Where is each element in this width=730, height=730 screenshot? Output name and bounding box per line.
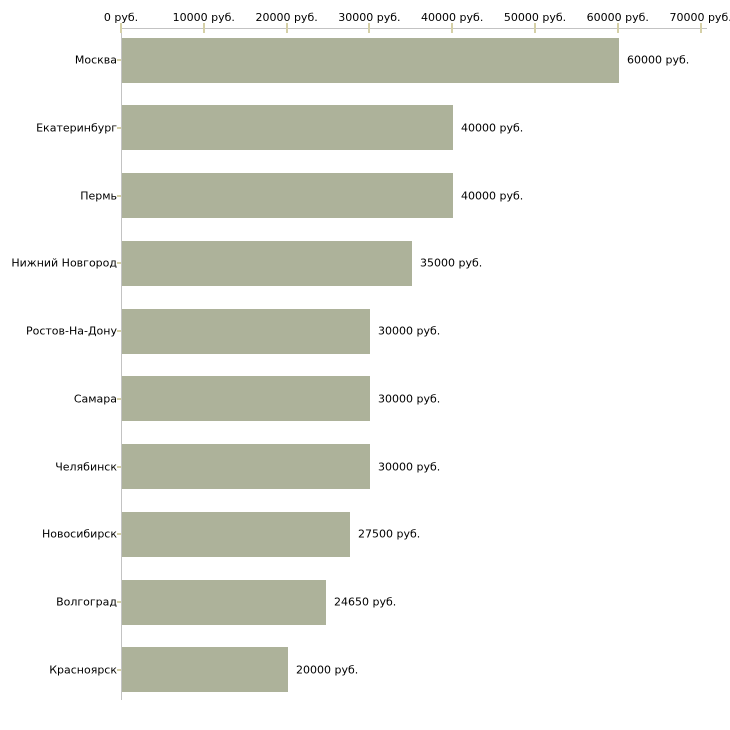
category-label: Нижний Новгород [11,256,117,270]
bar [122,105,453,150]
x-tick-label: 50000 руб. [503,11,567,24]
bar-value-label: 20000 руб. [296,663,359,677]
x-tick-label: 0 руб. [103,11,139,24]
bar [122,647,288,692]
category-label: Волгоград [56,595,117,609]
bar-value-label: 30000 руб. [378,324,441,338]
category-tick [117,194,121,197]
x-tick [120,23,122,33]
category-tick [117,533,121,536]
category-label: Пермь [80,189,117,202]
bar-value-label: 27500 руб. [358,527,421,541]
category-label: Москва [74,53,117,67]
category-tick [117,262,121,265]
category-tick [117,601,121,603]
x-tick [202,23,205,33]
category-tick [117,465,121,468]
bar-value-label: 30000 руб. [378,392,441,406]
category-label: Новосибирск [41,527,117,541]
bar-value-label: 35000 руб. [420,256,483,270]
x-tick-label: 70000 руб. [669,11,730,24]
x-tick-label: 20000 руб. [255,11,318,24]
category-tick [117,397,121,400]
x-tick-label: 30000 руб. [338,11,401,24]
bar-value-label: 30000 руб. [378,460,441,473]
category-tick [117,668,121,671]
bar [122,580,326,625]
bar [122,38,619,83]
bar-value-label: 60000 руб. [627,53,690,67]
x-tick [368,23,371,33]
y-axis-line [121,28,122,700]
bar [122,241,412,286]
category-label: Екатеринбург [36,121,117,135]
category-tick [117,330,121,332]
category-label: Челябинск [55,460,117,473]
x-tick-label: 40000 руб. [421,11,484,24]
x-tick-label: 10000 руб. [172,11,235,24]
category-label: Красноярск [49,663,117,677]
bar [122,444,370,489]
bar-value-label: 40000 руб. [461,189,524,202]
category-label: Самара [73,392,117,406]
x-tick [451,23,454,33]
bar [122,512,350,557]
x-tick [699,23,702,33]
x-tick [285,23,288,33]
category-tick [117,59,121,61]
category-label: Ростов-На-Дону [25,324,117,338]
x-axis-line [121,28,707,29]
x-tick [534,23,536,33]
bar-value-label: 40000 руб. [461,121,524,135]
x-tick [616,23,619,33]
bar [122,376,370,421]
category-tick [117,126,121,129]
bar [122,173,453,218]
bar-value-label: 24650 руб. [334,595,397,609]
bar [122,309,370,354]
x-tick-label: 60000 руб. [586,11,649,24]
